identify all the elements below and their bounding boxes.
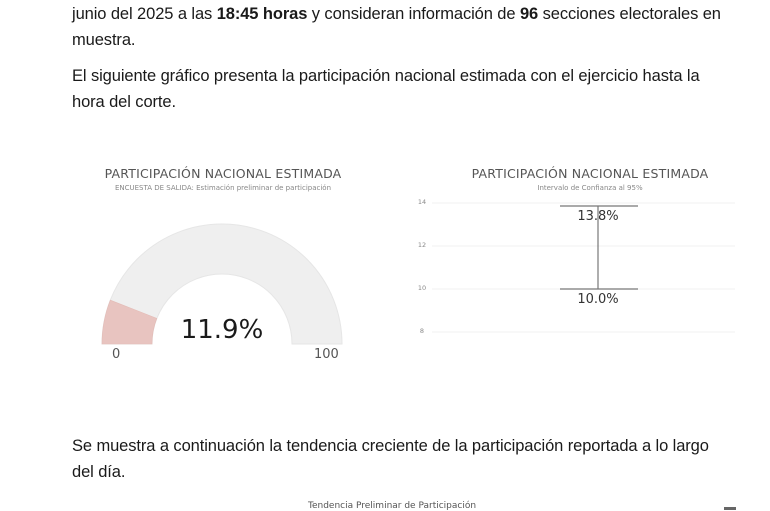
chart-menu-icon[interactable] <box>724 507 736 510</box>
gauge-fill <box>101 299 158 345</box>
gauge-value: 11.9% <box>180 315 264 345</box>
text: junio del 2025 a las <box>72 5 217 23</box>
gauge-max-label: 100 <box>314 347 339 362</box>
trend-chart-title: Tendencia Preliminar de Participación <box>308 501 477 511</box>
y-tick-label: 14 <box>417 198 427 206</box>
text: secciones electorales en muestra. <box>72 5 721 49</box>
gauge-chart-title: PARTICIPACIÓN NACIONAL ESTIMADA <box>104 166 342 181</box>
y-tick-label: 10 <box>417 284 427 292</box>
ci-chart-title: PARTICIPACIÓN NACIONAL ESTIMADA <box>471 166 709 181</box>
gauge-track <box>101 223 343 345</box>
ci-error-bar <box>560 205 638 290</box>
text: y consideran información de <box>307 5 520 23</box>
intro-paragraph: junio del 2025 a las 18:45 horas y consi… <box>72 1 732 53</box>
cutoff-time: 18:45 horas <box>216 5 308 23</box>
chart-intro-paragraph: El siguiente gráfico presenta la partici… <box>72 67 700 111</box>
sections-count: 96 <box>519 5 539 23</box>
ci-upper-label: 13.8% <box>577 209 619 224</box>
ci-chart-subtitle: Intervalo de Confianza al 95% <box>537 184 643 192</box>
trend-intro-paragraph: Se muestra a continuación la tendencia c… <box>72 437 709 481</box>
gauge-chart-subtitle: ENCUESTA DE SALIDA: Estimación prelimina… <box>114 184 332 192</box>
ci-lower-label: 10.0% <box>577 292 619 307</box>
y-tick-label: 8 <box>419 327 425 335</box>
y-tick-label: 12 <box>417 241 427 249</box>
gauge-min-label: 0 <box>112 347 121 362</box>
